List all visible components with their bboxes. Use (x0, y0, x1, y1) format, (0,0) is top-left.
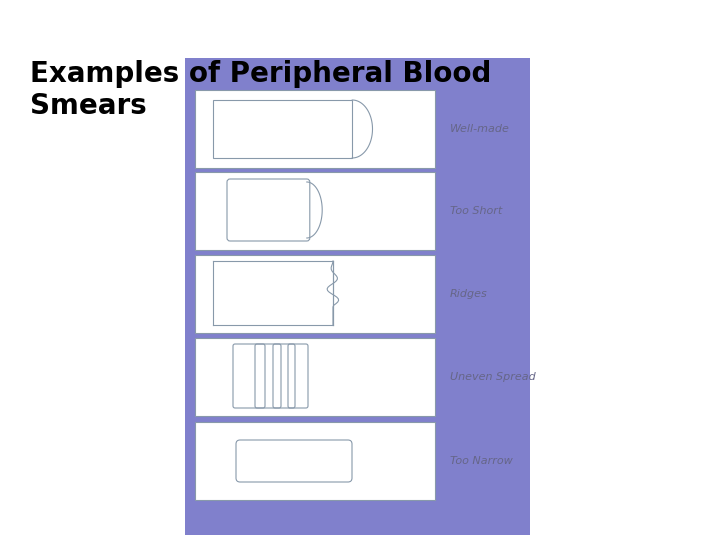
Bar (195, 422, 435, 500)
Bar (195, 172, 435, 250)
Text: Examples of Peripheral Blood
Smears: Examples of Peripheral Blood Smears (30, 60, 491, 120)
Bar (185, 58, 530, 535)
Bar (195, 90, 435, 168)
Bar (213, 100, 352, 158)
Text: Well-made: Well-made (450, 124, 510, 134)
Bar (195, 255, 435, 333)
Bar (195, 338, 435, 416)
Text: Too Narrow: Too Narrow (450, 456, 513, 466)
Text: Ridges: Ridges (450, 289, 487, 299)
Text: Too Short: Too Short (450, 206, 503, 216)
Text: Uneven Spread: Uneven Spread (450, 372, 536, 382)
